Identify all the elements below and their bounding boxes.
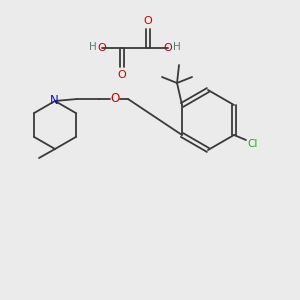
Text: O: O	[98, 43, 106, 53]
Text: Cl: Cl	[248, 139, 258, 149]
Text: N: N	[50, 94, 58, 107]
Text: O: O	[110, 92, 120, 106]
Text: H: H	[173, 42, 181, 52]
Text: O: O	[118, 70, 126, 80]
Text: O: O	[144, 16, 152, 26]
Text: H: H	[89, 42, 97, 52]
Text: O: O	[164, 43, 172, 53]
